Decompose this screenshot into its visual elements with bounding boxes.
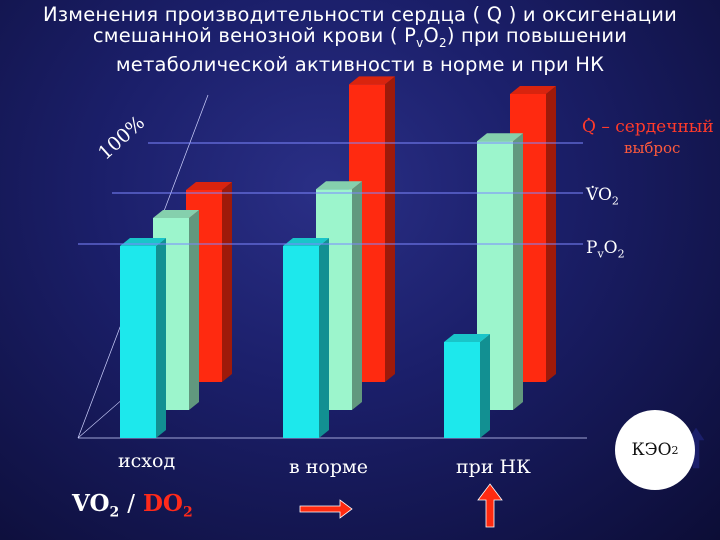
legend-q-text: – сердечный	[595, 117, 714, 137]
bar-2-0	[120, 246, 156, 438]
chart-title: Изменения производительности сердца ( Q …	[0, 4, 720, 75]
legend-q: Q – сердечный выброс	[582, 117, 714, 157]
bar-side-2-1	[319, 238, 329, 438]
title-line-1: Изменения производительности сердца ( Q …	[42, 3, 678, 26]
bar-side-0-1	[385, 76, 395, 383]
keo2-badge: КЭО 2	[615, 410, 695, 490]
up-arrow-icon	[477, 483, 503, 528]
ratio-do2: DO2	[142, 490, 193, 521]
bar-top-0-1	[349, 76, 395, 85]
title-line-2: смешанной венозной крови ( PvO2) при пов…	[92, 24, 628, 50]
bar-top-2-2	[444, 334, 490, 342]
bar-top-0-0	[186, 182, 232, 190]
bar-side-1-0	[189, 210, 199, 410]
category-label-ishod: исход	[118, 450, 176, 472]
bar-side-2-2	[480, 334, 490, 438]
legend-pvo2: PvO2	[586, 238, 625, 261]
ratio-vo2: VO2	[72, 490, 120, 521]
ratio-slash: /	[127, 491, 135, 517]
bar-top-1-0	[153, 210, 199, 218]
legend-q-symbol: Q	[582, 117, 596, 137]
title-line-3: метаболической активности в норме и при …	[115, 52, 605, 76]
bar-top-0-2	[510, 86, 556, 94]
bar-2-2	[444, 342, 480, 438]
category-label-v-norme: в норме	[289, 456, 369, 478]
bar-side-1-2	[513, 133, 523, 410]
bar-side-0-0	[222, 182, 232, 382]
bar-2-1	[283, 246, 319, 438]
ratio-vo2-do2: VO2 / DO2	[72, 490, 193, 521]
bar-side-1-1	[352, 181, 362, 410]
bar-side-2-0	[156, 238, 166, 438]
bar-side-0-2	[546, 86, 556, 382]
legend-vo2: VO2	[586, 185, 619, 207]
bar-top-1-2	[477, 133, 523, 142]
bar-top-1-1	[316, 181, 362, 190]
legend-q-text-2: выброс	[624, 139, 681, 157]
right-arrow-icon	[299, 499, 353, 519]
category-label-pri-nk: при НК	[456, 456, 531, 478]
